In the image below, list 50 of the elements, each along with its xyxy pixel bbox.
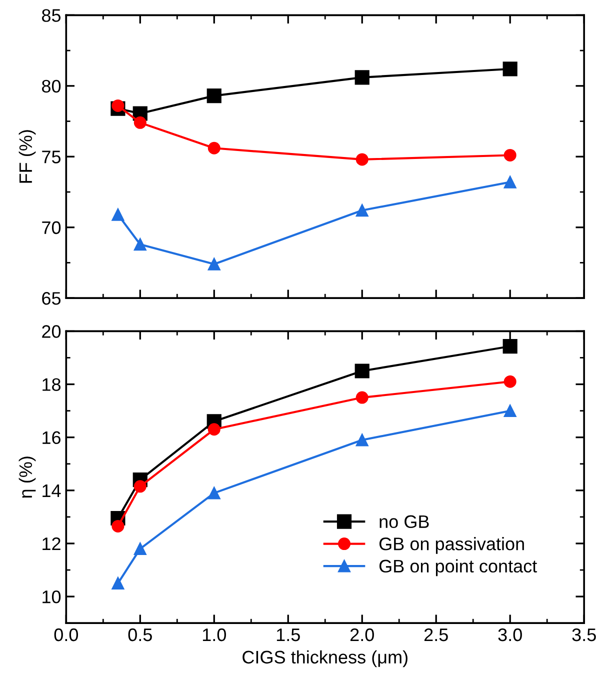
- point: [208, 258, 220, 270]
- point: [354, 70, 370, 85]
- legend-label: no GB: [380, 515, 429, 528]
- y-tick-label: 18: [42, 378, 61, 391]
- point: [208, 142, 220, 154]
- point: [112, 99, 124, 112]
- point: [502, 62, 518, 76]
- point: [112, 577, 124, 590]
- y-axis-title: FF (%): [18, 130, 36, 183]
- point: [356, 434, 368, 446]
- x-tick-label: 1.5: [276, 628, 300, 642]
- x-tick-label: 0.0: [54, 628, 78, 642]
- y-tick-label: 10: [42, 590, 61, 604]
- point: [504, 404, 516, 418]
- point: [208, 486, 220, 500]
- point: [504, 176, 516, 188]
- y-tick-label: 12: [42, 537, 60, 550]
- point: [208, 423, 220, 436]
- point: [504, 375, 516, 388]
- y-tick-label: 14: [42, 484, 61, 497]
- point: [112, 208, 124, 221]
- point: [134, 238, 146, 251]
- legend-label: GB on passivation: [379, 537, 524, 554]
- y-tick-label: 16: [42, 431, 61, 444]
- y-tick-label: 20: [42, 325, 61, 338]
- y-tick-label: 65: [42, 292, 61, 305]
- legend-label: GB on point contact: [379, 559, 538, 576]
- y-tick-label: 85: [42, 9, 61, 22]
- point: [134, 116, 146, 129]
- point: [112, 520, 124, 532]
- y-axis-title: η (%): [18, 456, 36, 498]
- x-tick-label: 3.0: [498, 628, 522, 642]
- y-tick-label: 75: [42, 150, 61, 164]
- y-tick-label: 70: [42, 221, 61, 234]
- x-tick-label: 2.5: [424, 628, 448, 642]
- point: [134, 542, 146, 556]
- point: [354, 364, 370, 378]
- y-tick-label: 80: [42, 80, 61, 93]
- point: [134, 480, 146, 493]
- x-tick-label: 1.0: [202, 628, 226, 642]
- point: [504, 148, 516, 162]
- x-axis-title: CIGS thickness (μm): [242, 650, 408, 668]
- x-tick-label: 0.5: [128, 628, 152, 642]
- x-tick-label: 2.0: [350, 628, 374, 642]
- point: [356, 391, 368, 404]
- point: [356, 204, 368, 217]
- point: [502, 339, 518, 354]
- point: [356, 153, 368, 166]
- point: [206, 88, 222, 104]
- x-tick-label: 3.5: [572, 628, 596, 642]
